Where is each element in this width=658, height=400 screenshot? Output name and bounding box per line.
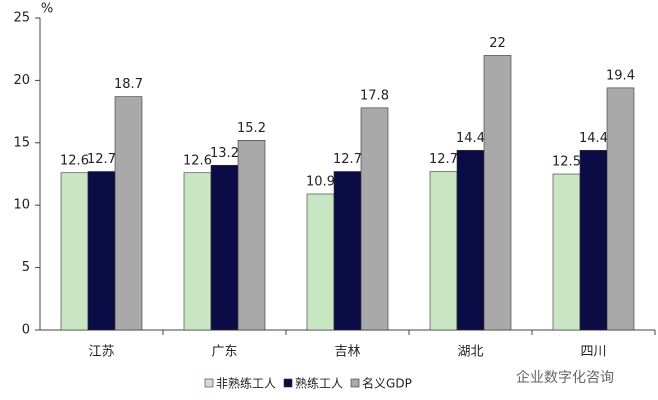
x-tick-label: 广东 — [211, 345, 237, 360]
bar — [183, 172, 212, 331]
y-tick-label: 20 — [13, 73, 30, 88]
x-tick-label: 四川 — [580, 345, 606, 360]
data-label: 22 — [489, 36, 506, 51]
data-label: 13.2 — [210, 146, 239, 161]
data-label: 15.2 — [237, 121, 266, 136]
y-tick-label: 25 — [13, 11, 30, 26]
y-tick-label: 0 — [22, 323, 30, 338]
legend-swatch — [283, 378, 293, 388]
bar — [60, 172, 89, 331]
bar — [552, 173, 581, 331]
data-label: 10.9 — [306, 174, 335, 189]
legend-label: 熟练工人 — [295, 376, 343, 391]
data-label: 19.4 — [606, 68, 635, 83]
bar — [429, 171, 458, 331]
bar — [483, 55, 512, 331]
data-label: 12.6 — [60, 153, 89, 168]
bar — [306, 193, 335, 331]
data-label: 12.6 — [183, 153, 212, 168]
legend-label: 非熟练工人 — [216, 376, 276, 391]
legend-swatch — [350, 378, 360, 388]
bar — [210, 164, 239, 331]
bar — [114, 96, 143, 331]
data-label: 12.7 — [333, 152, 362, 167]
bar — [237, 140, 266, 331]
y-tick-label: 10 — [13, 198, 30, 213]
y-tick-label: 5 — [22, 260, 30, 275]
x-tick-label: 湖北 — [457, 345, 483, 360]
data-label: 14.4 — [579, 131, 608, 146]
data-label: 18.7 — [114, 77, 143, 92]
data-label: 12.7 — [87, 152, 116, 167]
bar — [87, 171, 116, 331]
x-tick-label: 吉林 — [334, 345, 360, 360]
bar — [333, 171, 362, 331]
x-tick-label: 江苏 — [88, 344, 114, 360]
bar — [579, 149, 608, 331]
legend-swatch — [204, 378, 214, 388]
legend-label: 名义GDP — [362, 376, 412, 391]
data-label: 12.7 — [429, 152, 458, 167]
bar — [456, 149, 485, 331]
data-label: 17.8 — [360, 88, 389, 103]
bar — [606, 87, 635, 331]
y-tick-label: 15 — [13, 135, 30, 150]
y-axis-unit: % — [41, 2, 53, 17]
data-label: 14.4 — [456, 131, 485, 146]
bar — [360, 107, 389, 331]
watermark: 企业数字化咨询 — [516, 369, 614, 386]
data-label: 12.5 — [552, 155, 581, 170]
